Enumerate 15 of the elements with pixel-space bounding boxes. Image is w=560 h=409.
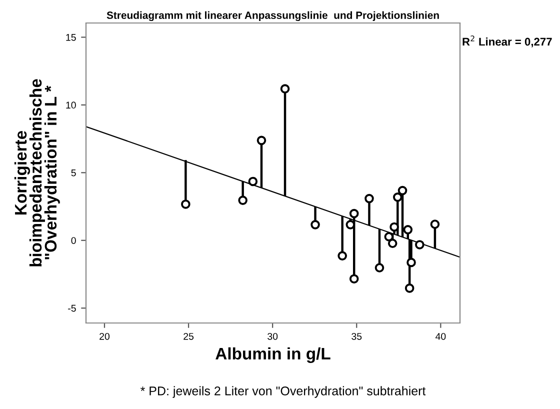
x-tick-label: 40 [435,332,446,340]
x-tick-label: 20 [100,332,110,340]
x-tick-label: 25 [184,332,194,340]
y-tick-label: 0 [71,237,76,244]
text: * PD: jeweils 2 Liter von "Overhydration" subtrahiert [140,386,426,398]
y-axis-title: Korrigierte bioimpedanztechnische "Overhydration" in L * [14,79,60,266]
text: R$^{2}$ Linear = 0,277 [462,36,552,48]
x-axis-title: Albumin in g/L [216,347,330,363]
y-tick-label: 15 [66,34,76,41]
y-tick-label: 10 [66,102,76,109]
x-tick-label: 35 [352,332,362,340]
y-tick-label: -5 [68,304,76,312]
chart-title: Streudiagramm mit linearer Anpassungslinie und Projektionslinien [106,11,439,22]
y-tick-label: 5 [71,169,76,176]
x-tick-label: 30 [268,332,278,340]
